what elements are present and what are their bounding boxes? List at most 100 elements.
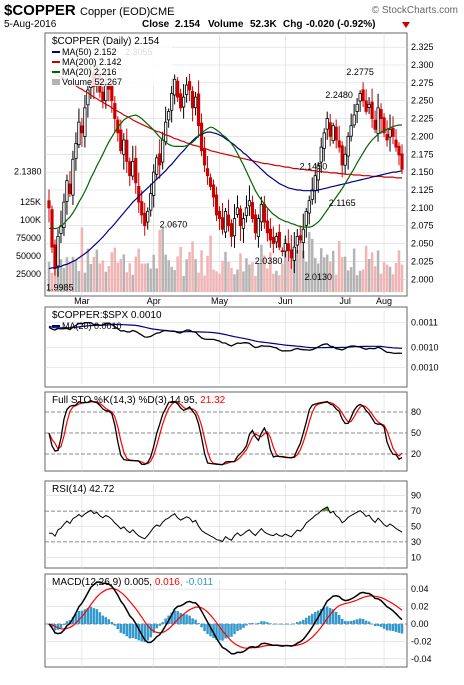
macd-histogram-bar (128, 624, 132, 639)
price-candles (47, 59, 404, 277)
candle-body (47, 200, 51, 209)
volume-bar (257, 263, 260, 292)
macd-histogram-bar (373, 624, 377, 627)
candle-body (131, 161, 135, 177)
macd-histogram-bar (257, 622, 260, 624)
month-label: Jun (278, 296, 293, 306)
volume-bar (176, 256, 179, 292)
volume-bar (128, 263, 132, 292)
volume-bar (146, 263, 149, 292)
volume-bar (119, 258, 123, 292)
macd-histogram-bar (358, 618, 362, 624)
candle-body (256, 218, 261, 237)
candle-body (397, 145, 401, 156)
macd-histogram-bar (245, 624, 248, 626)
volume-bar (188, 251, 191, 292)
macd-histogram-bar (101, 615, 105, 624)
macd-histogram-bar (391, 624, 395, 631)
volume-bar (281, 263, 284, 292)
macd-histogram-bar (233, 624, 236, 635)
macd-histogram-bar (122, 624, 126, 635)
macd-histogram-bar (337, 614, 341, 624)
month-label: Jul (339, 296, 351, 306)
macd-histogram-bar (164, 618, 167, 624)
price-tick-label: 2.175 (411, 149, 434, 159)
macd-histogram-bar (275, 623, 278, 625)
macd-histogram-bar (107, 619, 111, 624)
candle-body (265, 220, 269, 234)
candle-body (322, 132, 326, 149)
rsi-title: RSI(14) 42.72 (52, 484, 115, 495)
macd-panel: 0.04 0.02 0.00 -0.02 -0.04 MACD(12,26,9) 0.0… (44, 573, 432, 668)
macd-histogram-bar (254, 623, 257, 625)
volume-bar (134, 256, 138, 292)
stochastic-d-line (48, 401, 403, 466)
volume-bar (230, 268, 233, 292)
macd-histogram-bar (334, 611, 338, 624)
macd-histogram-bar (188, 615, 191, 624)
volume-bar (98, 263, 102, 292)
macd-histogram-bar (385, 624, 389, 631)
volume-bar (215, 271, 218, 292)
volume-bar (212, 269, 215, 292)
candle-body (355, 103, 359, 112)
panel-tick-label: 0.02 (411, 602, 429, 612)
volume-bar (293, 257, 296, 292)
panel-tick-label: -0.02 (411, 636, 432, 646)
volume-bar (248, 264, 251, 292)
ratio-line (48, 321, 403, 355)
volume-bar (155, 268, 158, 292)
candle-body (268, 228, 272, 241)
candle-body (376, 107, 380, 134)
month-label: May (211, 296, 229, 306)
macd-histogram-bar (137, 624, 141, 641)
macd-histogram-bar (206, 624, 209, 635)
price-annotation: 2.2775 (346, 67, 374, 77)
price-tick-label: 2.100 (411, 203, 434, 213)
candle-body (247, 200, 252, 207)
macd-histogram-bar (287, 624, 290, 625)
candle-body (301, 228, 305, 244)
volume-bar (47, 262, 51, 292)
volume-bar (158, 229, 161, 292)
macd-histogram-bar (50, 624, 54, 628)
volume-bar (122, 254, 126, 292)
chart-header: $COPPER Copper (EOD) CME © StockCharts.c… (4, 2, 458, 30)
macd-histogram-bar (182, 614, 185, 624)
macd-histogram-bar (104, 617, 108, 624)
ratio-legend-ma: MA(20) 0.0010 (62, 321, 122, 331)
macd-histogram-bar (155, 624, 158, 629)
volume-tick-label: 25000 (16, 269, 41, 279)
candle-body (304, 211, 308, 226)
candle-body (259, 203, 263, 223)
macd-histogram-bar (170, 612, 173, 624)
candle-body (382, 117, 386, 134)
volume-bar (164, 254, 167, 292)
candle-body (394, 139, 398, 148)
price-annotation: 1.9985 (46, 282, 74, 292)
volume-bar (62, 267, 66, 292)
volume-bar (346, 270, 350, 292)
ratio-grid (45, 311, 407, 384)
candle-body (205, 168, 210, 177)
macd-histogram-bar (281, 624, 284, 625)
volume-bar (349, 267, 353, 292)
macd-histogram-bar (86, 607, 90, 624)
price-annotation: 2.0130 (304, 272, 332, 282)
close-label: Close (142, 19, 170, 30)
volume-bar (116, 262, 120, 292)
volume-bar (140, 263, 143, 292)
macd-histogram-bar (56, 624, 60, 630)
macd-histogram-bar (313, 612, 317, 624)
macd-histogram-bar (340, 618, 344, 624)
price-tick-label: 2.200 (411, 131, 434, 141)
volume-bar (95, 249, 99, 292)
macd-histogram-bar (290, 624, 293, 625)
candle-body (289, 249, 293, 259)
volume-bar (110, 252, 114, 292)
macd-histogram-bar (161, 622, 164, 624)
volume-bar (263, 255, 266, 292)
volume-value: 52.3K (250, 19, 277, 30)
